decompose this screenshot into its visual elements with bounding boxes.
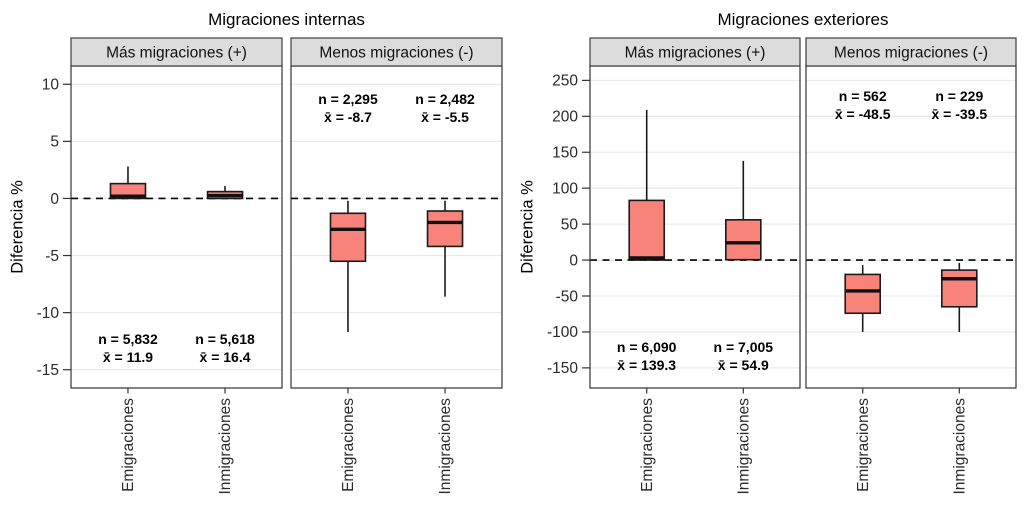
x-tick-label-inmigraciones: Inmigraciones xyxy=(437,398,454,495)
annotation-n: n = 7,005 xyxy=(714,339,774,355)
annotation-n: n = 5,618 xyxy=(195,331,255,347)
y-tick-label: 0 xyxy=(569,252,578,269)
annotation-n: n = 229 xyxy=(935,88,983,104)
y-tick-label: -50 xyxy=(556,288,579,305)
x-tick-label-inmigraciones: Inmigraciones xyxy=(951,398,968,495)
facet-strip xyxy=(70,37,283,67)
y-tick-label: 250 xyxy=(552,73,578,90)
x-tick-label-emigraciones: Emigraciones xyxy=(855,398,872,492)
chart-migraciones-internas: Migraciones internas Diferencia % 10 5 0 -5 -1… xyxy=(8,10,503,495)
y-axis-title: Diferencia % xyxy=(8,180,26,274)
x-tick-label-emigraciones: Emigraciones xyxy=(639,398,656,492)
y-tick-label: -150 xyxy=(547,360,578,377)
y-tick-label: -10 xyxy=(37,305,60,322)
annotation-n: n = 2,295 xyxy=(318,91,378,107)
y-tick-label: 5 xyxy=(50,134,59,151)
facet-strip-label: Más migraciones (+) xyxy=(625,44,766,61)
chart-title: Migraciones exteriores xyxy=(717,10,888,29)
facet-strip xyxy=(805,37,1017,67)
annotation-mean: x̄ = 139.3 xyxy=(617,357,676,373)
y-tick-label: -100 xyxy=(547,324,578,341)
y-tick-label: 50 xyxy=(561,216,579,233)
x-tick-label-inmigraciones: Inmigraciones xyxy=(735,398,752,495)
panel-background xyxy=(291,66,502,388)
annotation-mean: x̄ = 11.9 xyxy=(103,349,153,365)
annotation-mean: x̄ = -5.5 xyxy=(421,109,469,125)
chart-title: Migraciones internas xyxy=(208,10,365,29)
y-axis-title: Diferencia % xyxy=(518,180,536,274)
panel-background xyxy=(71,66,282,388)
annotation-mean: x̄ = -8.7 xyxy=(324,109,372,125)
y-tick-label: 150 xyxy=(552,145,578,162)
annotation-n: n = 5,832 xyxy=(98,331,158,347)
y-tick-label: 0 xyxy=(50,191,59,208)
facet-strip xyxy=(290,37,503,67)
box-emigraciones xyxy=(329,212,367,263)
chart-migraciones-exteriores: Migraciones exteriores Diferencia % 250 200… xyxy=(518,10,1017,495)
annotation-mean: x̄ = -48.5 xyxy=(835,106,891,122)
facet-strip-label: Menos migraciones (-) xyxy=(834,44,988,61)
panel-background xyxy=(806,66,1016,388)
panel-background xyxy=(590,66,800,388)
x-tick-label-emigraciones: Emigraciones xyxy=(340,398,357,492)
y-tick-label: 200 xyxy=(552,109,578,126)
x-tick-label-emigraciones: Emigraciones xyxy=(120,398,137,492)
y-tick-label: -5 xyxy=(45,248,59,265)
annotation-n: n = 6,090 xyxy=(617,339,677,355)
box-emigraciones xyxy=(844,273,882,315)
annotation-n: n = 2,482 xyxy=(415,91,475,107)
annotation-n: n = 562 xyxy=(839,88,887,104)
box-inmigraciones xyxy=(426,210,464,248)
y-tick-label: 100 xyxy=(552,180,578,197)
facet-strip xyxy=(589,37,801,67)
y-tick-label: 10 xyxy=(42,77,60,94)
box-emigraciones xyxy=(628,199,665,261)
annotation-mean: x̄ = -39.5 xyxy=(931,106,987,122)
facet-strip-label: Más migraciones (+) xyxy=(106,44,247,61)
x-tick-label-inmigraciones: Inmigraciones xyxy=(217,398,234,495)
annotation-mean: x̄ = 54.9 xyxy=(718,357,769,373)
box-inmigraciones xyxy=(940,269,978,308)
facet-strip-label: Menos migraciones (-) xyxy=(319,44,473,61)
y-tick-label: -15 xyxy=(37,362,59,379)
box-inmigraciones xyxy=(725,219,762,261)
annotation-mean: x̄ = 16.4 xyxy=(200,349,251,365)
